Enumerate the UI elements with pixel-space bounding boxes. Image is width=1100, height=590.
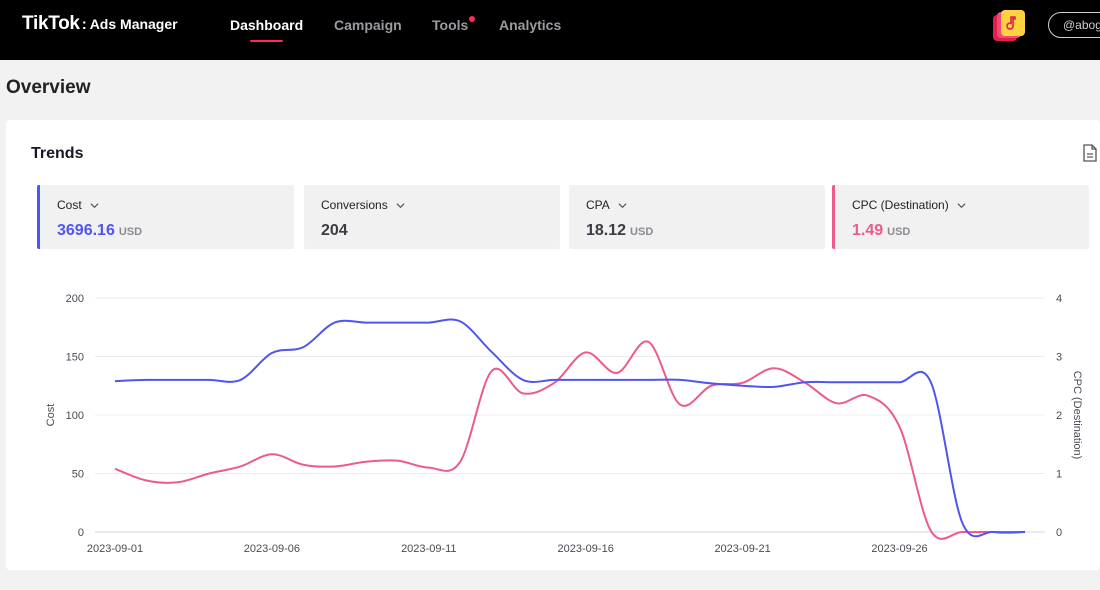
x-tick-label: 2023-09-01 <box>87 543 143 555</box>
metric-cost-label-row: Cost <box>57 198 99 212</box>
metric-cpa-value-row: 18.12 USD <box>586 222 653 240</box>
trends-card: Trends Cost 3696.16 USD Conversions 204 C… <box>6 120 1100 570</box>
x-tick-label: 2023-09-11 <box>401 543 456 555</box>
metric-card-cost[interactable]: Cost 3696.16 USD <box>37 185 294 249</box>
nav-dashboard-label: Dashboard <box>230 17 304 33</box>
nav-analytics-label: Analytics <box>499 17 562 33</box>
account-name: @abog <box>1063 18 1100 32</box>
page-title: Overview <box>6 77 91 98</box>
cost-series-line <box>114 318 1026 538</box>
y-left-axis-title: Cost <box>45 404 57 427</box>
y-left-tick-label: 50 <box>72 469 84 481</box>
y-right-tick-label: 0 <box>1056 527 1062 539</box>
trends-title: Trends <box>31 145 84 162</box>
nav-campaign[interactable]: Campaign <box>334 17 402 33</box>
y-left-tick-label: 150 <box>66 352 84 364</box>
y-left-tick-label: 200 <box>66 293 84 305</box>
avatar[interactable] <box>992 9 1026 43</box>
account-switcher[interactable]: @abog <box>1048 12 1100 38</box>
metric-card-cpa[interactable]: CPA 18.12 USD <box>569 185 825 249</box>
metric-cpc-unit: USD <box>887 226 911 238</box>
brand-name: TikTok <box>22 13 80 34</box>
avatar-icon <box>993 10 1025 41</box>
metric-cost-value-row: 3696.16 USD <box>57 222 142 240</box>
nav-analytics[interactable]: Analytics <box>499 17 561 33</box>
metric-cpc-value: 1.49 <box>852 222 884 239</box>
nav-tools-label: Tools <box>432 17 469 33</box>
top-nav-bar: TikTok : Ads Manager Dashboard Campaign … <box>0 0 1100 60</box>
active-tab-indicator <box>250 40 284 42</box>
brand-separator: : <box>81 16 87 33</box>
x-tick-label: 2023-09-06 <box>244 543 300 555</box>
metric-conversions-value-row: 204 <box>321 222 348 240</box>
chevron-down-icon[interactable] <box>396 201 405 210</box>
metric-card-cpc-destination[interactable]: CPC (Destination) 1.49 USD <box>832 185 1089 249</box>
metric-conversions-label-row: Conversions <box>321 198 405 212</box>
y-right-tick-label: 2 <box>1056 410 1062 422</box>
chevron-down-icon[interactable] <box>90 201 99 210</box>
metric-cost-label: Cost <box>57 198 82 212</box>
metric-conversions-value: 204 <box>321 222 348 239</box>
metric-cpc-label-row: CPC (Destination) <box>852 198 966 212</box>
nav-tools[interactable]: Tools <box>432 16 476 33</box>
x-tick-label: 2023-09-21 <box>714 543 770 555</box>
y-right-tick-label: 3 <box>1056 352 1062 364</box>
metric-cpc-value-row: 1.49 USD <box>852 222 910 240</box>
nav-dashboard[interactable]: Dashboard <box>230 17 304 42</box>
y-right-tick-label: 4 <box>1056 293 1062 305</box>
y-right-tick-label: 1 <box>1056 469 1062 481</box>
x-tick-label: 2023-09-16 <box>558 543 614 555</box>
chevron-down-icon[interactable] <box>957 201 966 210</box>
metric-cost-value: 3696.16 <box>57 222 115 239</box>
metric-cpa-unit: USD <box>630 226 654 238</box>
tiktok-ads-manager-logo[interactable]: TikTok : Ads Manager <box>22 13 178 35</box>
metric-cost-unit: USD <box>118 226 143 238</box>
brand-subtitle: Ads Manager <box>89 16 178 32</box>
y-right-axis-title: CPC (Destination) <box>1071 371 1083 460</box>
metric-cpa-label: CPA <box>586 198 610 212</box>
x-tick-label: 2023-09-26 <box>871 543 927 555</box>
metric-card-conversions[interactable]: Conversions 204 <box>304 185 560 249</box>
metric-cpa-label-row: CPA <box>586 198 627 212</box>
metric-cpa-value: 18.12 <box>586 222 627 239</box>
y-left-tick-label: 100 <box>66 410 84 422</box>
y-left-tick-label: 0 <box>78 527 84 539</box>
nav-campaign-label: Campaign <box>334 17 402 33</box>
export-file-icon[interactable] <box>1082 144 1098 162</box>
chevron-down-icon[interactable] <box>618 201 627 210</box>
notification-dot <box>469 16 476 22</box>
metric-conversions-label: Conversions <box>321 198 388 212</box>
cpc-destination-series-line <box>114 340 1025 540</box>
metric-cpc-label: CPC (Destination) <box>852 198 949 212</box>
